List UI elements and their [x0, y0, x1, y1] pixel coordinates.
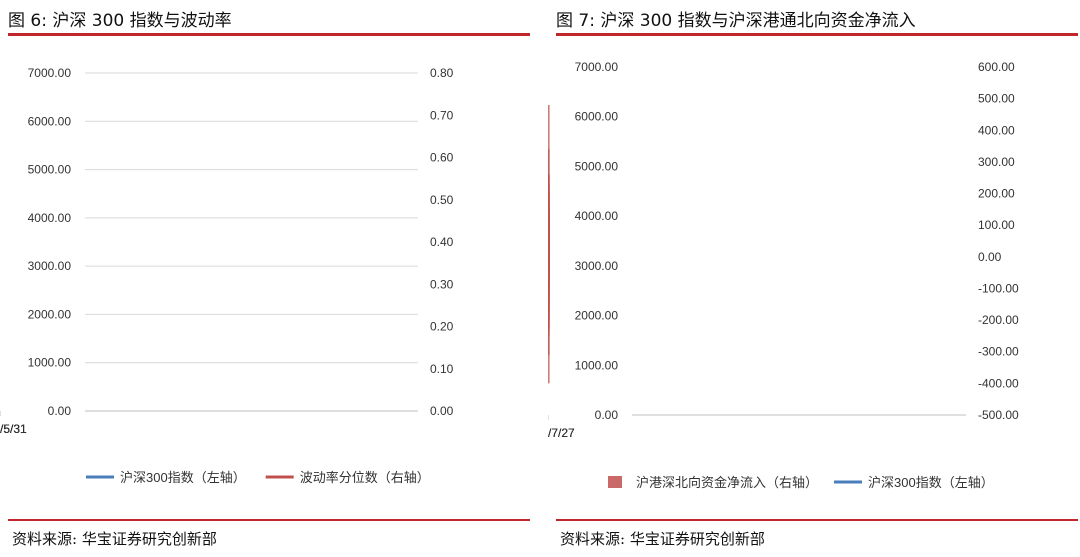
- y-left-tick-label: 0.00: [48, 404, 72, 418]
- y-left-tick-label: 1000.00: [575, 358, 619, 372]
- y-left-tick-label: 5000.00: [575, 159, 619, 173]
- y-right-tick-label: 0.40: [430, 235, 454, 249]
- y-right-tick-label: -200.00: [978, 313, 1019, 327]
- figure-title: 图 6: 沪深 300 指数与波动率: [8, 11, 232, 31]
- y-right-tick-label: -300.00: [978, 345, 1019, 359]
- figure-7-panel: 图 7: 沪深 300 指数与沪深港通北向资金净流入 0.00 1000.00 20…: [548, 0, 1078, 557]
- y-left-tick-label: 2000.00: [28, 307, 72, 321]
- y-left-tick-label: 3000.00: [28, 259, 72, 273]
- y-right-tick-label: 0.30: [430, 277, 454, 291]
- y-left-tick-label: 7000.00: [575, 60, 619, 74]
- y-right-tick-label: 0.00: [430, 404, 454, 418]
- y-right-tick-label: 0.80: [430, 66, 454, 80]
- source-divider: [556, 519, 1078, 521]
- y-right-tick-label: 300.00: [978, 155, 1015, 169]
- y-left-tick-label: 5000.00: [28, 163, 72, 177]
- y-left-tick-label: 7000.00: [28, 66, 72, 80]
- y-left-tick-label: 2000.00: [575, 309, 619, 323]
- y-right-tick-label: 0.60: [430, 151, 454, 165]
- y-right-tick-label: 0.50: [430, 193, 454, 207]
- legend-swatch: [608, 476, 622, 488]
- legend-label: 波动率分位数（右轴）: [300, 470, 430, 485]
- y-right-tick-label: 600.00: [978, 60, 1015, 74]
- x-tick-label: 2019/7/27: [548, 426, 575, 440]
- y-right-tick-label: 0.00: [978, 250, 1002, 264]
- x-tick-label: 2018/5/31: [0, 422, 27, 436]
- y-right-tick-label: 100.00: [978, 218, 1015, 232]
- y-right-tick-label: 200.00: [978, 187, 1015, 201]
- volatility-chart: 0.00 1000.00 2000.00 3000.00 4000.00 5000.00 6…: [0, 66, 454, 485]
- x-tick-label: 2018/7/27: [548, 426, 575, 440]
- y-left-tick-label: 3000.00: [575, 259, 619, 273]
- x-tick-label: 2019/5/31: [0, 422, 27, 436]
- flow-bar: [548, 256, 550, 283]
- northbound-flow-chart: 0.00 1000.00 2000.00 3000.00 4000.00 5000.00 6…: [548, 60, 1019, 490]
- y-left-tick-label: 4000.00: [575, 209, 619, 223]
- y-right-tick-label: -100.00: [978, 281, 1019, 295]
- source-divider: [8, 519, 530, 521]
- y-left-tick-label: 4000.00: [28, 211, 72, 225]
- y-left-tick-label: 6000.00: [28, 114, 72, 128]
- y-right-tick-label: -500.00: [978, 408, 1019, 422]
- y-right-tick-label: 0.10: [430, 362, 454, 376]
- y-right-tick-label: 0.20: [430, 320, 454, 334]
- flow-bar: [548, 256, 550, 264]
- y-left-tick-label: 0.00: [595, 408, 619, 422]
- figure-title: 图 7: 沪深 300 指数与沪深港通北向资金净流入: [556, 11, 916, 31]
- figure-6-panel: 图 6: 沪深 300 指数与波动率 0.00 1000.00 2000.00 300…: [0, 0, 530, 557]
- legend-label: 沪深300指数（左轴）: [868, 475, 994, 490]
- figure-source: 资料来源: 华宝证券研究创新部: [560, 530, 765, 548]
- y-right-tick-label: 0.70: [430, 108, 454, 122]
- legend-label: 沪港深北向资金净流入（右轴）: [636, 475, 818, 490]
- figure-source: 资料来源: 华宝证券研究创新部: [12, 530, 217, 548]
- x-tick-label: 2021/5/31: [0, 422, 27, 436]
- y-right-tick-label: 500.00: [978, 92, 1015, 106]
- y-left-tick-label: 1000.00: [28, 356, 72, 370]
- y-right-tick-label: 400.00: [978, 123, 1015, 137]
- flow-bar: [548, 228, 550, 257]
- x-tick-label: 2020/7/27: [548, 426, 575, 440]
- flow-bar: [548, 104, 550, 257]
- y-left-tick-label: 6000.00: [575, 110, 619, 124]
- legend-label: 沪深300指数（左轴）: [120, 470, 246, 485]
- title-divider: [8, 33, 530, 36]
- x-tick-label: 2020/5/31: [0, 422, 27, 436]
- title-divider: [556, 33, 1078, 36]
- y-right-tick-label: -400.00: [978, 376, 1019, 390]
- flow-bar: [548, 256, 550, 336]
